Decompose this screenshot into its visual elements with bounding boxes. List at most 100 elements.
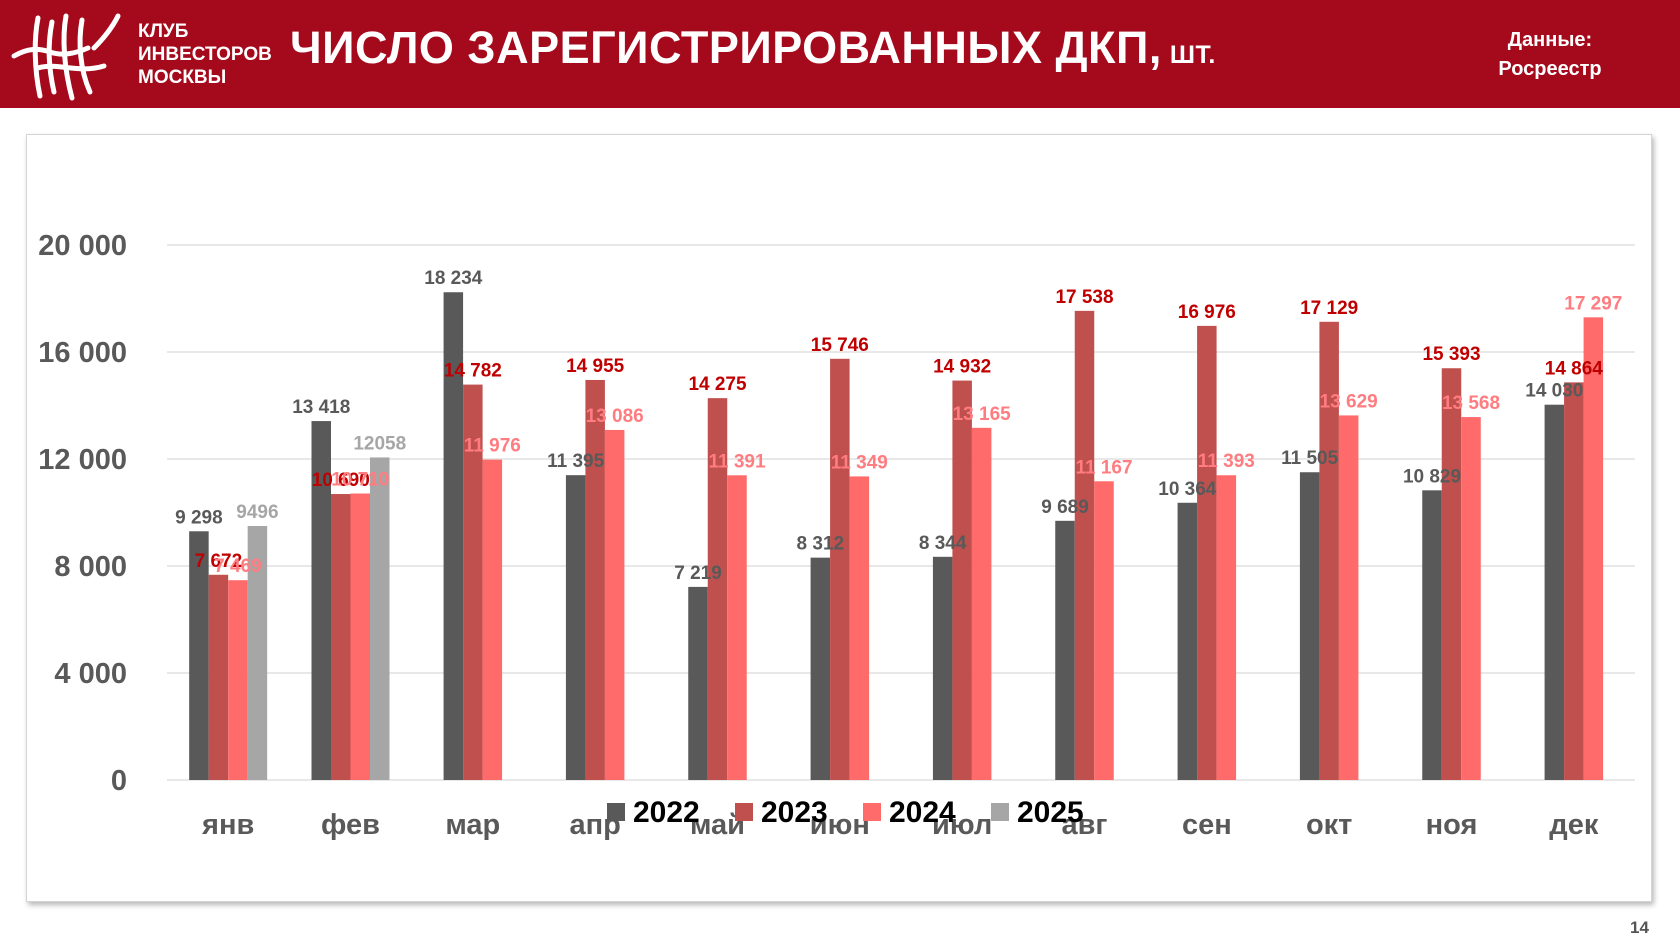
bar-2024 (971, 427, 992, 780)
bar-2023 (463, 384, 483, 780)
bar-2024 (350, 493, 370, 780)
x-tick-label: дек (1549, 809, 1599, 841)
data-label-2024: 10 710 (331, 470, 389, 491)
y-tick-label: 16 000 (38, 337, 127, 369)
bar-2024 (1461, 417, 1481, 780)
data-label-2024: 11 393 (1198, 451, 1255, 472)
data-label-2022: 14 030 (1525, 381, 1583, 402)
data-label-2023: 14 932 (933, 357, 991, 378)
data-label-2022: 10 829 (1403, 466, 1461, 487)
y-tick-label: 20 000 (38, 230, 127, 262)
bar-2024 (604, 429, 625, 780)
data-label-2023: 14 782 (444, 361, 502, 382)
legend-swatch-2023 (735, 803, 753, 821)
data-label-2025: 12058 (353, 433, 406, 454)
bar-2022 (443, 292, 464, 780)
x-tick-label: мар (445, 809, 500, 841)
x-tick-label: сен (1182, 809, 1232, 841)
slide-header: КЛУБ ИНВЕСТОРОВ МОСКВЫ ЧИСЛО ЗАРЕГИСТРИР… (0, 0, 1680, 108)
data-label-2024: 11 349 (831, 452, 888, 473)
bar-2022 (932, 556, 953, 780)
data-label-2024: 13 629 (1320, 391, 1378, 412)
y-tick-label: 8 000 (54, 551, 127, 583)
data-label-2023: 14 864 (1545, 358, 1604, 379)
bar-2023 (830, 358, 850, 780)
data-label-2022: 8 312 (797, 534, 845, 555)
data-source-name: Росреестр (1498, 58, 1602, 80)
x-tick-label: янв (201, 809, 254, 841)
bar-2022 (565, 475, 586, 780)
data-label-2024: 7 469 (214, 556, 262, 577)
x-tick-label: фев (321, 809, 380, 841)
data-label-2023: 15 746 (811, 335, 869, 356)
bar-2024 (1338, 415, 1359, 780)
bar-2023 (585, 379, 605, 780)
bar-2024 (1583, 317, 1604, 780)
data-label-2024: 11 167 (1075, 457, 1132, 478)
x-tick-label: окт (1306, 809, 1352, 841)
bar-2023 (1197, 325, 1217, 780)
club-name: КЛУБ ИНВЕСТОРОВ МОСКВЫ (138, 20, 272, 89)
data-label-2024: 13 086 (586, 406, 644, 427)
legend-swatch-2022 (607, 803, 625, 821)
page-number: 14 (1630, 918, 1649, 937)
y-tick-label: 4 000 (54, 658, 127, 690)
slide-title-unit: ШТ. (1169, 41, 1216, 69)
legend-swatch-2024 (863, 803, 881, 821)
bar-2024 (1216, 475, 1237, 780)
data-label-2023: 10 690 (312, 470, 370, 491)
bar-2023 (1441, 368, 1462, 780)
legend-label-2024: 2024 (889, 796, 956, 829)
bar-2022 (1299, 472, 1320, 780)
bar-2023 (208, 574, 229, 780)
slide-title: ЧИСЛО ЗАРЕГИСТРИРОВАННЫХ ДКП, ШТ. (290, 22, 1216, 74)
legend-label-2025: 2025 (1017, 796, 1084, 829)
legend-swatch-2025 (991, 803, 1009, 821)
data-label-2022: 9 689 (1041, 497, 1089, 518)
data-label-2024: 11 976 (464, 436, 521, 457)
bar-2023 (952, 380, 972, 780)
bar-2022 (810, 557, 831, 780)
bar-2022 (311, 421, 331, 780)
data-label-2022: 11 505 (1281, 448, 1338, 469)
data-label-2022: 11 395 (547, 451, 604, 472)
x-tick-label: июн (810, 809, 870, 841)
data-label-2023: 17 538 (1055, 287, 1113, 308)
y-tick-label: 0 (111, 765, 127, 797)
bar-2024 (1094, 481, 1114, 780)
data-label-2023: 14 275 (688, 374, 747, 395)
bar-2024 (228, 580, 248, 780)
bar-2024 (727, 475, 747, 780)
bar-2025 (370, 457, 390, 780)
club-monogram-logo (11, 13, 121, 101)
bar-2023 (1564, 382, 1584, 780)
legend-label-2022: 2022 (633, 796, 700, 829)
data-label-2022: 7 219 (674, 563, 722, 584)
data-label-2024: 13 165 (953, 404, 1012, 425)
x-tick-label: ноя (1426, 809, 1478, 841)
bar-2023 (707, 398, 728, 780)
data-label-2022: 18 234 (424, 268, 483, 289)
bar-2022 (1177, 502, 1198, 780)
club-name-line: ИНВЕСТОРОВ (138, 44, 272, 65)
data-label-2022: 10 364 (1158, 479, 1217, 500)
slide-title-text: ЧИСЛО ЗАРЕГИСТРИРОВАННЫХ ДКП, (290, 22, 1162, 73)
data-label-2023: 17 129 (1300, 298, 1358, 319)
data-label-2023: 16 976 (1178, 302, 1236, 323)
bar-2022 (688, 586, 708, 780)
data-label-2024: 13 568 (1442, 393, 1500, 414)
bar-2022 (1422, 490, 1442, 780)
bar-2024 (482, 459, 503, 780)
data-label-2023: 14 955 (566, 356, 625, 377)
data-label-2024: 11 391 (708, 451, 765, 472)
data-source: Данные: Росреестр (1470, 26, 1630, 84)
bar-2025 (247, 525, 268, 780)
x-tick-label: авг (1061, 809, 1107, 841)
bar-2022 (189, 531, 209, 780)
data-label-2022: 9 298 (175, 507, 223, 528)
y-tick-label: 12 000 (38, 444, 127, 476)
bar-2023 (331, 494, 351, 780)
bar-2022 (1544, 404, 1565, 780)
